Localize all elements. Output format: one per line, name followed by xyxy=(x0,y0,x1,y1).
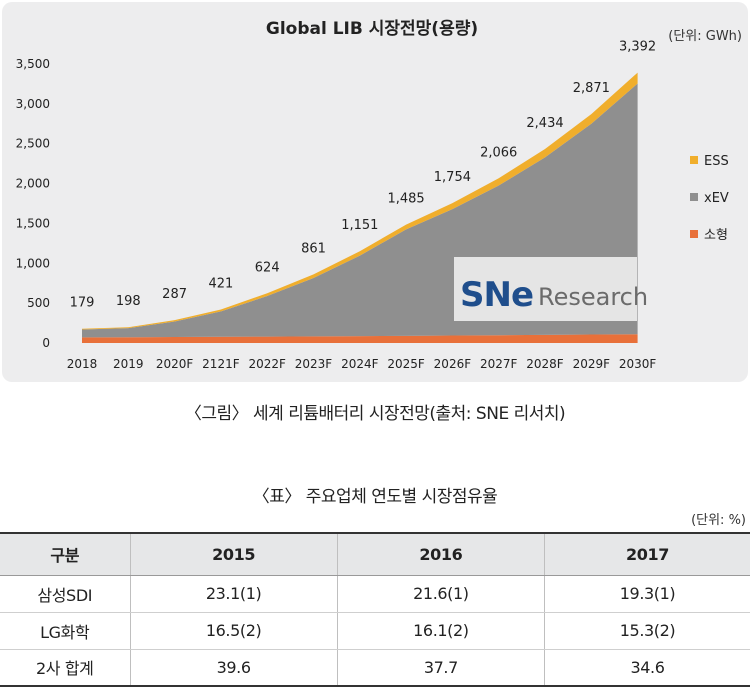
row-label: 2사 합계 xyxy=(0,649,130,687)
y-tick-label: 2,500 xyxy=(16,137,50,151)
row-label: 삼성SDI xyxy=(0,575,130,613)
data-label: 1,151 xyxy=(341,218,378,233)
x-tick-label: 2025F xyxy=(387,357,425,371)
area-series-0 xyxy=(82,334,638,343)
row-label: LG화학 xyxy=(0,612,130,650)
x-tick-label: 2029F xyxy=(573,357,611,371)
market-share-table: 구분 2015 2016 2017 삼성SDI 23.1(1) 21.6(1) … xyxy=(0,532,750,687)
header-2017: 2017 xyxy=(544,532,750,576)
table-cell: 16.1(2) xyxy=(336,612,545,650)
legend-swatch xyxy=(690,230,698,238)
table-row: 2사 합계 39.6 37.7 34.6 xyxy=(0,649,750,687)
x-tick-label: 2027F xyxy=(480,357,518,371)
y-tick-label: 500 xyxy=(27,296,50,310)
lib-market-chart: Global LIB 시장전망(용량) (단위: GWh) 0 500 1,000 1… xyxy=(16,19,742,371)
watermark-logo: SNe xyxy=(460,275,533,315)
table-cell: 15.3(2) xyxy=(544,612,750,650)
table-cell: 21.6(1) xyxy=(336,575,545,613)
data-label: 2,066 xyxy=(480,145,517,160)
x-tick-label: 2121F xyxy=(202,357,240,371)
x-tick-label: 2028F xyxy=(526,357,564,371)
data-label: 624 xyxy=(255,260,280,275)
table-row: 삼성SDI 23.1(1) 21.6(1) 19.3(1) xyxy=(0,575,750,613)
y-tick-label: 2,000 xyxy=(16,177,50,191)
header-category: 구분 xyxy=(0,532,130,576)
table-title: 〈표〉 주요업체 연도별 시장점유율 xyxy=(252,487,498,507)
data-label: 198 xyxy=(116,294,141,309)
table-cell: 37.7 xyxy=(336,649,545,687)
x-tick-label: 2030F xyxy=(619,357,657,371)
data-label: 179 xyxy=(70,296,95,311)
legend-label: 소형 xyxy=(704,228,728,243)
data-label: 1,485 xyxy=(387,192,424,207)
table-cell: 39.6 xyxy=(129,649,338,687)
x-tick-label: 2019 xyxy=(113,357,144,371)
x-tick-label: 2026F xyxy=(434,357,472,371)
watermark-text: Research xyxy=(538,283,648,311)
table-cell: 23.1(1) xyxy=(129,575,338,613)
data-label: 3,392 xyxy=(619,40,656,55)
table-row: LG화학 16.5(2) 16.1(2) 15.3(2) xyxy=(0,612,750,650)
y-tick-label: 1,000 xyxy=(16,256,50,270)
chart-title: Global LIB 시장전망(용량) xyxy=(266,19,478,39)
legend-label: xEV xyxy=(704,191,729,206)
legend-swatch xyxy=(690,193,698,201)
table-cell: 16.5(2) xyxy=(129,612,338,650)
data-label: 861 xyxy=(301,241,326,256)
y-tick-label: 3,500 xyxy=(16,57,50,71)
x-tick-label: 2018 xyxy=(67,357,98,371)
x-tick-label: 2020F xyxy=(156,357,194,371)
figure-caption: 〈그림〉 세계 리튬배터리 시장전망(출처: SNE 리서치) xyxy=(184,404,566,424)
legend-swatch xyxy=(690,156,698,164)
data-label: 421 xyxy=(208,276,233,291)
chart-legend: ESS xEV 소형 xyxy=(690,154,729,243)
data-label: 2,871 xyxy=(573,81,610,96)
y-tick-label: 0 xyxy=(42,336,50,350)
x-tick-label: 2022F xyxy=(248,357,286,371)
header-2016: 2016 xyxy=(336,532,545,576)
table-cell: 19.3(1) xyxy=(544,575,750,613)
table-unit: (단위: %) xyxy=(691,513,746,528)
data-label: 2,434 xyxy=(526,116,563,131)
y-tick-label: 1,500 xyxy=(16,216,50,230)
x-tick-label: 2024F xyxy=(341,357,379,371)
legend-label: ESS xyxy=(704,154,729,169)
chart-panel: Global LIB 시장전망(용량) (단위: GWh) 0 500 1,000 1… xyxy=(2,2,748,382)
plot-area: 0 500 1,000 1,500 2,000 2,500 3,000 3,500 2018 20… xyxy=(16,40,657,371)
chart-unit-label: (단위: GWh) xyxy=(668,29,742,44)
data-label: 1,754 xyxy=(434,170,471,185)
watermark: SNe Research xyxy=(454,257,648,321)
table-cell: 34.6 xyxy=(544,649,750,687)
table-header-row: 구분 2015 2016 2017 xyxy=(0,532,750,576)
y-tick-label: 3,000 xyxy=(16,97,50,111)
header-2015: 2015 xyxy=(129,532,338,576)
data-label: 287 xyxy=(162,287,187,302)
x-tick-label: 2023F xyxy=(295,357,333,371)
